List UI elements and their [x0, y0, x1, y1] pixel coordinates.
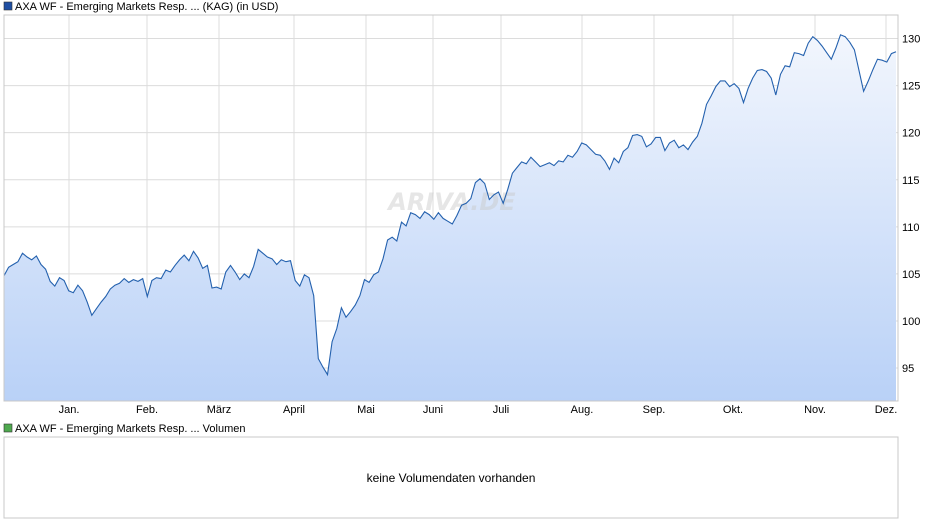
price-line: [3, 34, 897, 377]
x-tick-label: Juni: [423, 404, 443, 416]
x-tick-label: März: [207, 404, 231, 416]
price-legend-label: AXA WF - Emerging Markets Resp. ... (KAG…: [15, 1, 278, 13]
price-legend-swatch: [3, 1, 13, 11]
y-tick-label: 105: [902, 269, 920, 281]
price-plot-area: ARIVA.DE 95 100 105 110 115 120 125 130 Jan. Feb…: [3, 14, 920, 416]
price-plot-border: [3, 14, 899, 402]
no-volume-message: keine Volumendaten vorhanden: [367, 471, 536, 485]
y-tick-label: 100: [902, 316, 920, 328]
y-tick-label: 120: [902, 128, 920, 140]
y-tick-label: 95: [902, 363, 914, 375]
x-tick-label: Feb.: [136, 404, 158, 416]
x-tick-label: Sep.: [643, 404, 666, 416]
x-tick-label: April: [283, 404, 305, 416]
x-tick-label: Jan.: [59, 404, 80, 416]
watermark-logo: ARIVA.DE: [386, 188, 516, 216]
x-tick-label: Aug.: [571, 404, 594, 416]
x-tick-label: Okt.: [723, 404, 743, 416]
x-tick-label: Dez.: [875, 404, 898, 416]
y-tick-label: 110: [902, 222, 920, 234]
y-axis-labels: 95 100 105 110 115 120 125 130: [902, 34, 920, 376]
y-tick-label: 125: [902, 81, 920, 93]
volume-plot-border: [3, 436, 899, 519]
y-tick-label: 130: [902, 34, 920, 46]
x-tick-label: Mai: [357, 404, 375, 416]
price-area-fill: [4, 34, 896, 402]
x-tick-label: Nov.: [804, 404, 826, 416]
x-tick-label: Juli: [493, 404, 510, 416]
y-tick-label: 115: [902, 175, 920, 187]
volume-legend-label: AXA WF - Emerging Markets Resp. ... Volu…: [15, 423, 245, 435]
volume-legend-swatch: [3, 423, 13, 433]
x-axis-labels: Jan. Feb. März April Mai Juni Juli Aug. Sep. Okt.…: [59, 404, 898, 416]
